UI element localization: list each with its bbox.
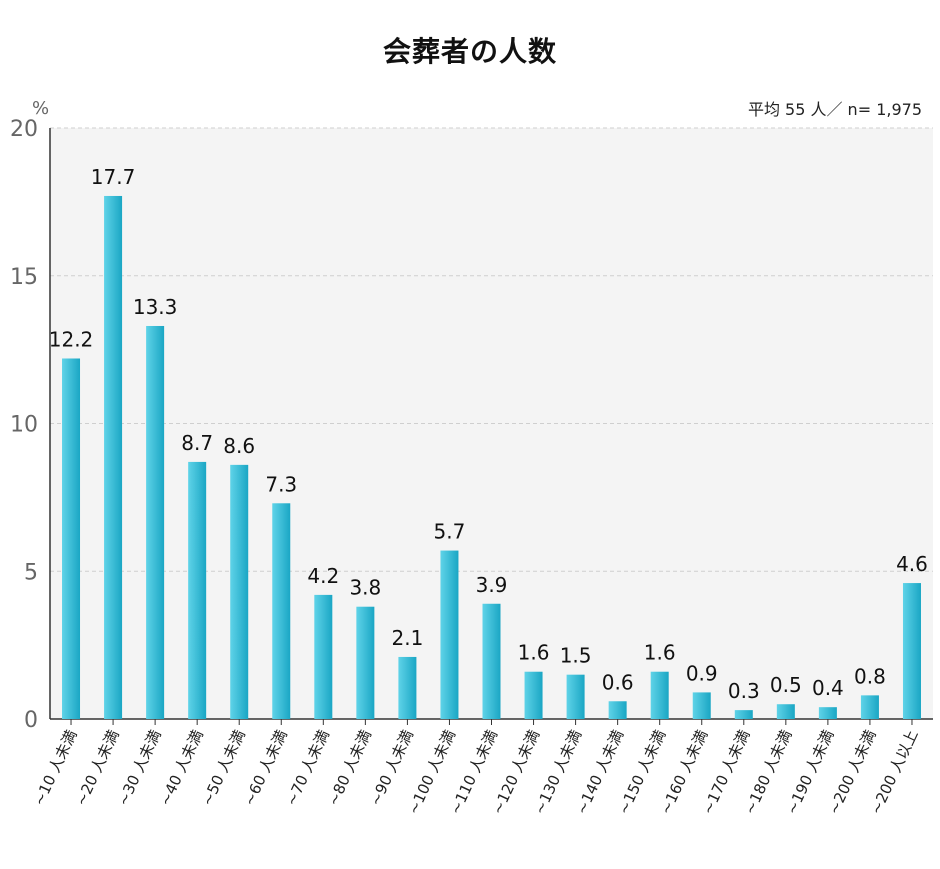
bar: [482, 603, 501, 719]
data-label: 1.6: [518, 641, 550, 665]
data-label: 8.6: [223, 434, 255, 458]
data-label: 3.8: [349, 576, 381, 600]
data-label: 0.9: [686, 661, 718, 685]
y-tick-label: 15: [10, 265, 38, 290]
bar: [356, 606, 375, 719]
bar: [272, 503, 291, 719]
data-label: 0.6: [602, 670, 634, 694]
bar: [734, 710, 753, 719]
bar: [524, 671, 543, 719]
data-label: 0.3: [728, 679, 760, 703]
y-tick-label: 5: [24, 560, 38, 585]
bar: [104, 195, 123, 720]
bar: [650, 671, 669, 719]
bar: [146, 325, 165, 719]
bar: [902, 583, 921, 719]
data-label: 12.2: [49, 327, 94, 351]
data-label: 3.9: [476, 573, 508, 597]
chart-title: 会葬者の人数: [382, 35, 557, 68]
bar: [776, 704, 795, 719]
y-axis-unit: %: [32, 98, 50, 119]
data-label: 1.6: [644, 641, 676, 665]
data-label: 0.5: [770, 673, 802, 697]
data-label: 2.1: [391, 626, 423, 650]
bar: [398, 656, 417, 719]
data-label: 0.4: [812, 676, 844, 700]
bar: [608, 701, 627, 719]
data-label: 4.6: [896, 552, 928, 576]
bar: [692, 692, 711, 719]
data-label: 5.7: [434, 520, 466, 544]
bar: [230, 464, 249, 719]
data-label: 8.7: [181, 431, 213, 455]
data-label: 17.7: [91, 165, 136, 189]
data-label: 13.3: [133, 295, 178, 319]
bar: [440, 550, 459, 719]
bar: [566, 674, 585, 719]
chart-note: 平均 55 人／ n= 1,975: [747, 100, 922, 119]
bar: [860, 695, 879, 719]
data-label: 1.5: [560, 644, 592, 668]
bar: [62, 358, 81, 719]
bar: [818, 707, 837, 719]
y-tick-label: 0: [24, 708, 38, 733]
y-tick-label: 20: [10, 117, 38, 142]
bar: [314, 594, 333, 719]
bar: [188, 461, 207, 719]
y-tick-label: 10: [10, 413, 38, 438]
data-label: 4.2: [307, 564, 339, 588]
data-label: 0.8: [854, 664, 886, 688]
data-label: 7.3: [265, 472, 297, 496]
